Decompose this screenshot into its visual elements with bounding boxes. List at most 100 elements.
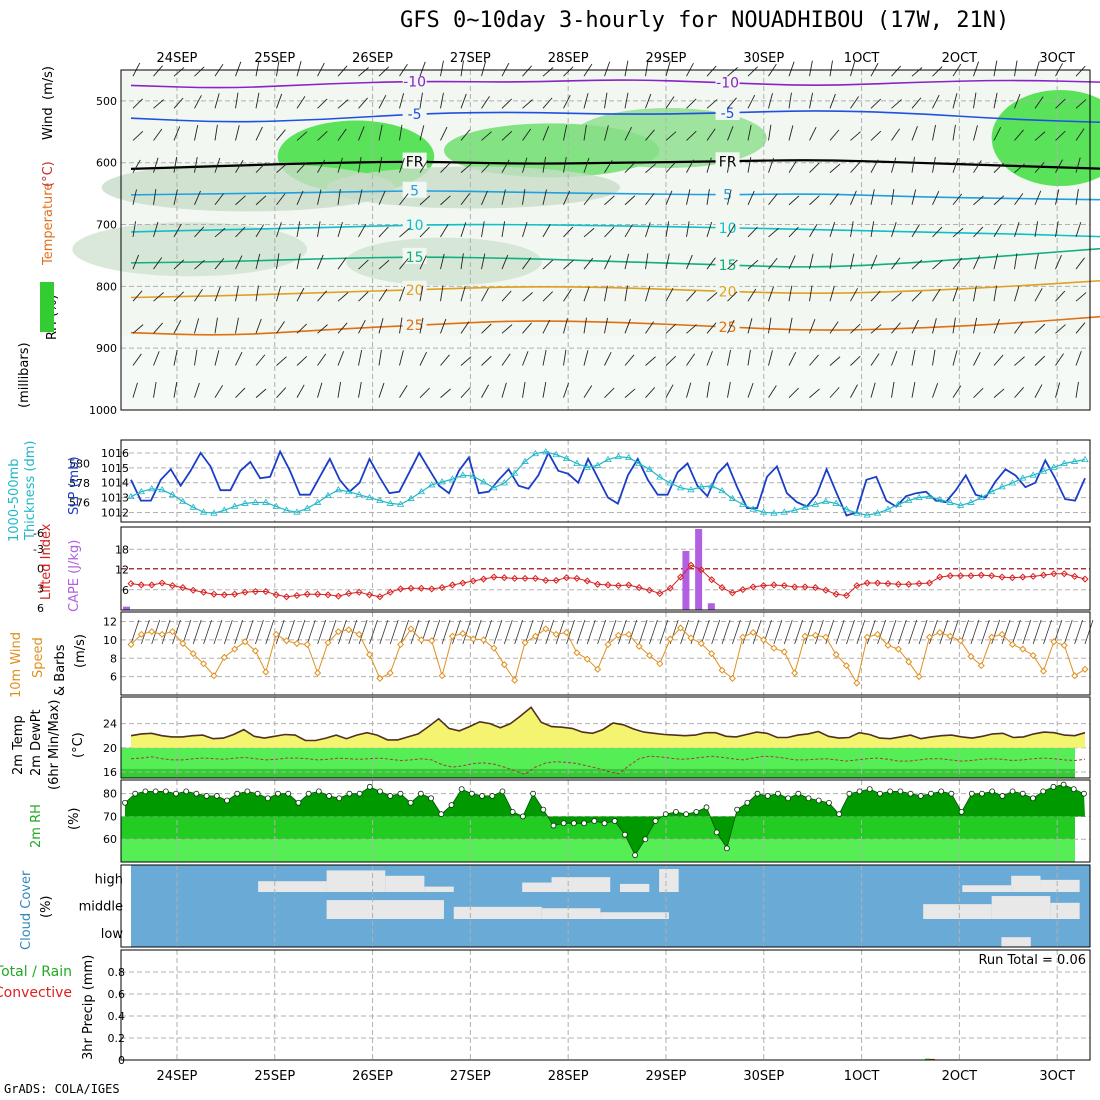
wind-barb [870,221,875,237]
wind-barb [809,92,813,109]
wind-barb [419,92,423,109]
li-marker [988,572,996,580]
wind-barb [952,124,956,141]
li-marker [780,582,788,590]
li-marker [448,581,456,589]
wind-barb [378,226,389,238]
wind-barb [481,323,492,334]
cloud-block [1001,937,1031,947]
wind-barb [493,619,503,645]
thickness-marker [666,479,674,486]
li-marker [480,575,488,583]
wind-barb [214,193,224,206]
wind-barb [825,619,835,645]
wind-barb [604,387,615,398]
thickness-marker [697,483,706,490]
wind-barb [1074,619,1084,645]
wind-barb [665,384,674,398]
wind-marker [1050,638,1058,646]
contour-label-bg [715,73,740,90]
thickness-marker [510,469,519,476]
wind-barb [624,92,629,109]
thickness-marker [438,478,446,485]
wind-axis-label: Speed [31,637,46,678]
wind-barb [870,159,879,173]
wind-barb [173,381,178,398]
slp-tick: 1016 [101,447,129,460]
rh-marker [560,820,567,827]
wind-barb [317,619,327,645]
wind-barb [410,619,420,645]
contour-label-bg [402,215,427,232]
wind-marker [884,641,892,649]
bottom-date-label: 28SEP [548,1069,589,1084]
wind-barb [829,129,840,141]
wind-barb [624,162,635,173]
wind-barb [727,349,732,366]
thickness-marker [987,487,996,495]
wind-barb [337,65,348,77]
rh-marker [550,822,557,829]
thickness-marker [998,483,1006,490]
wind-barb [973,226,984,238]
thickness-marker [739,500,747,507]
wind-barb [706,322,717,334]
top-date-label: 30SEP [743,51,784,66]
wind-barb [952,257,963,270]
thickness-marker [873,509,882,516]
wind-barb [276,321,285,334]
wind-marker [1019,645,1027,653]
thickness-marker [562,454,571,462]
rh-shading [346,237,542,286]
wind-barb [645,321,654,334]
wind-barb [911,97,922,109]
wind-barb [296,61,302,77]
grid [176,612,1058,695]
rh-marker [999,793,1006,799]
rh-marker [907,790,914,797]
rh-marker [989,788,996,795]
wind-barb [809,195,820,206]
wind-marker [988,633,996,641]
wind-barb [462,619,472,645]
wind-barb [870,130,882,141]
wind-barb [173,320,182,334]
wind-barb [358,126,365,141]
wind-barb [255,195,267,206]
wind-barb [911,349,916,366]
li-marker [1050,570,1058,578]
cloud-block [326,900,444,919]
wind-marker [1071,672,1079,680]
rh-marker [336,795,343,802]
wind-barb [1014,321,1024,334]
thickness-marker [407,494,415,501]
wind-barb [296,253,301,270]
wind-barb [877,619,886,645]
wind-barb [235,92,239,109]
wind-barb [809,285,813,302]
contour-label: 25 [406,318,424,334]
wind-barb [891,65,902,77]
wind-barb [1012,619,1021,645]
wind-barb [460,286,466,302]
wind-barb [604,317,608,334]
wind-barb [317,324,328,334]
thickness-marker [355,490,363,498]
wind-barb [891,99,902,109]
wind-barb [911,291,922,302]
wind-barb [980,619,990,645]
panel-frame [120,611,1091,696]
li-marker [604,581,612,589]
wind-barb [604,195,615,206]
rh-marker [948,790,955,797]
wind-barb [604,351,612,366]
wind-barb [460,321,470,334]
wind-marker [687,634,695,642]
wind-barb [628,619,638,645]
wind-barb [809,60,813,77]
wind-barb [911,382,916,398]
wind-barb [911,259,923,270]
precip-bar [924,1058,930,1060]
wind-barb [665,355,677,366]
cloud-unit-label: (%) [39,896,54,919]
